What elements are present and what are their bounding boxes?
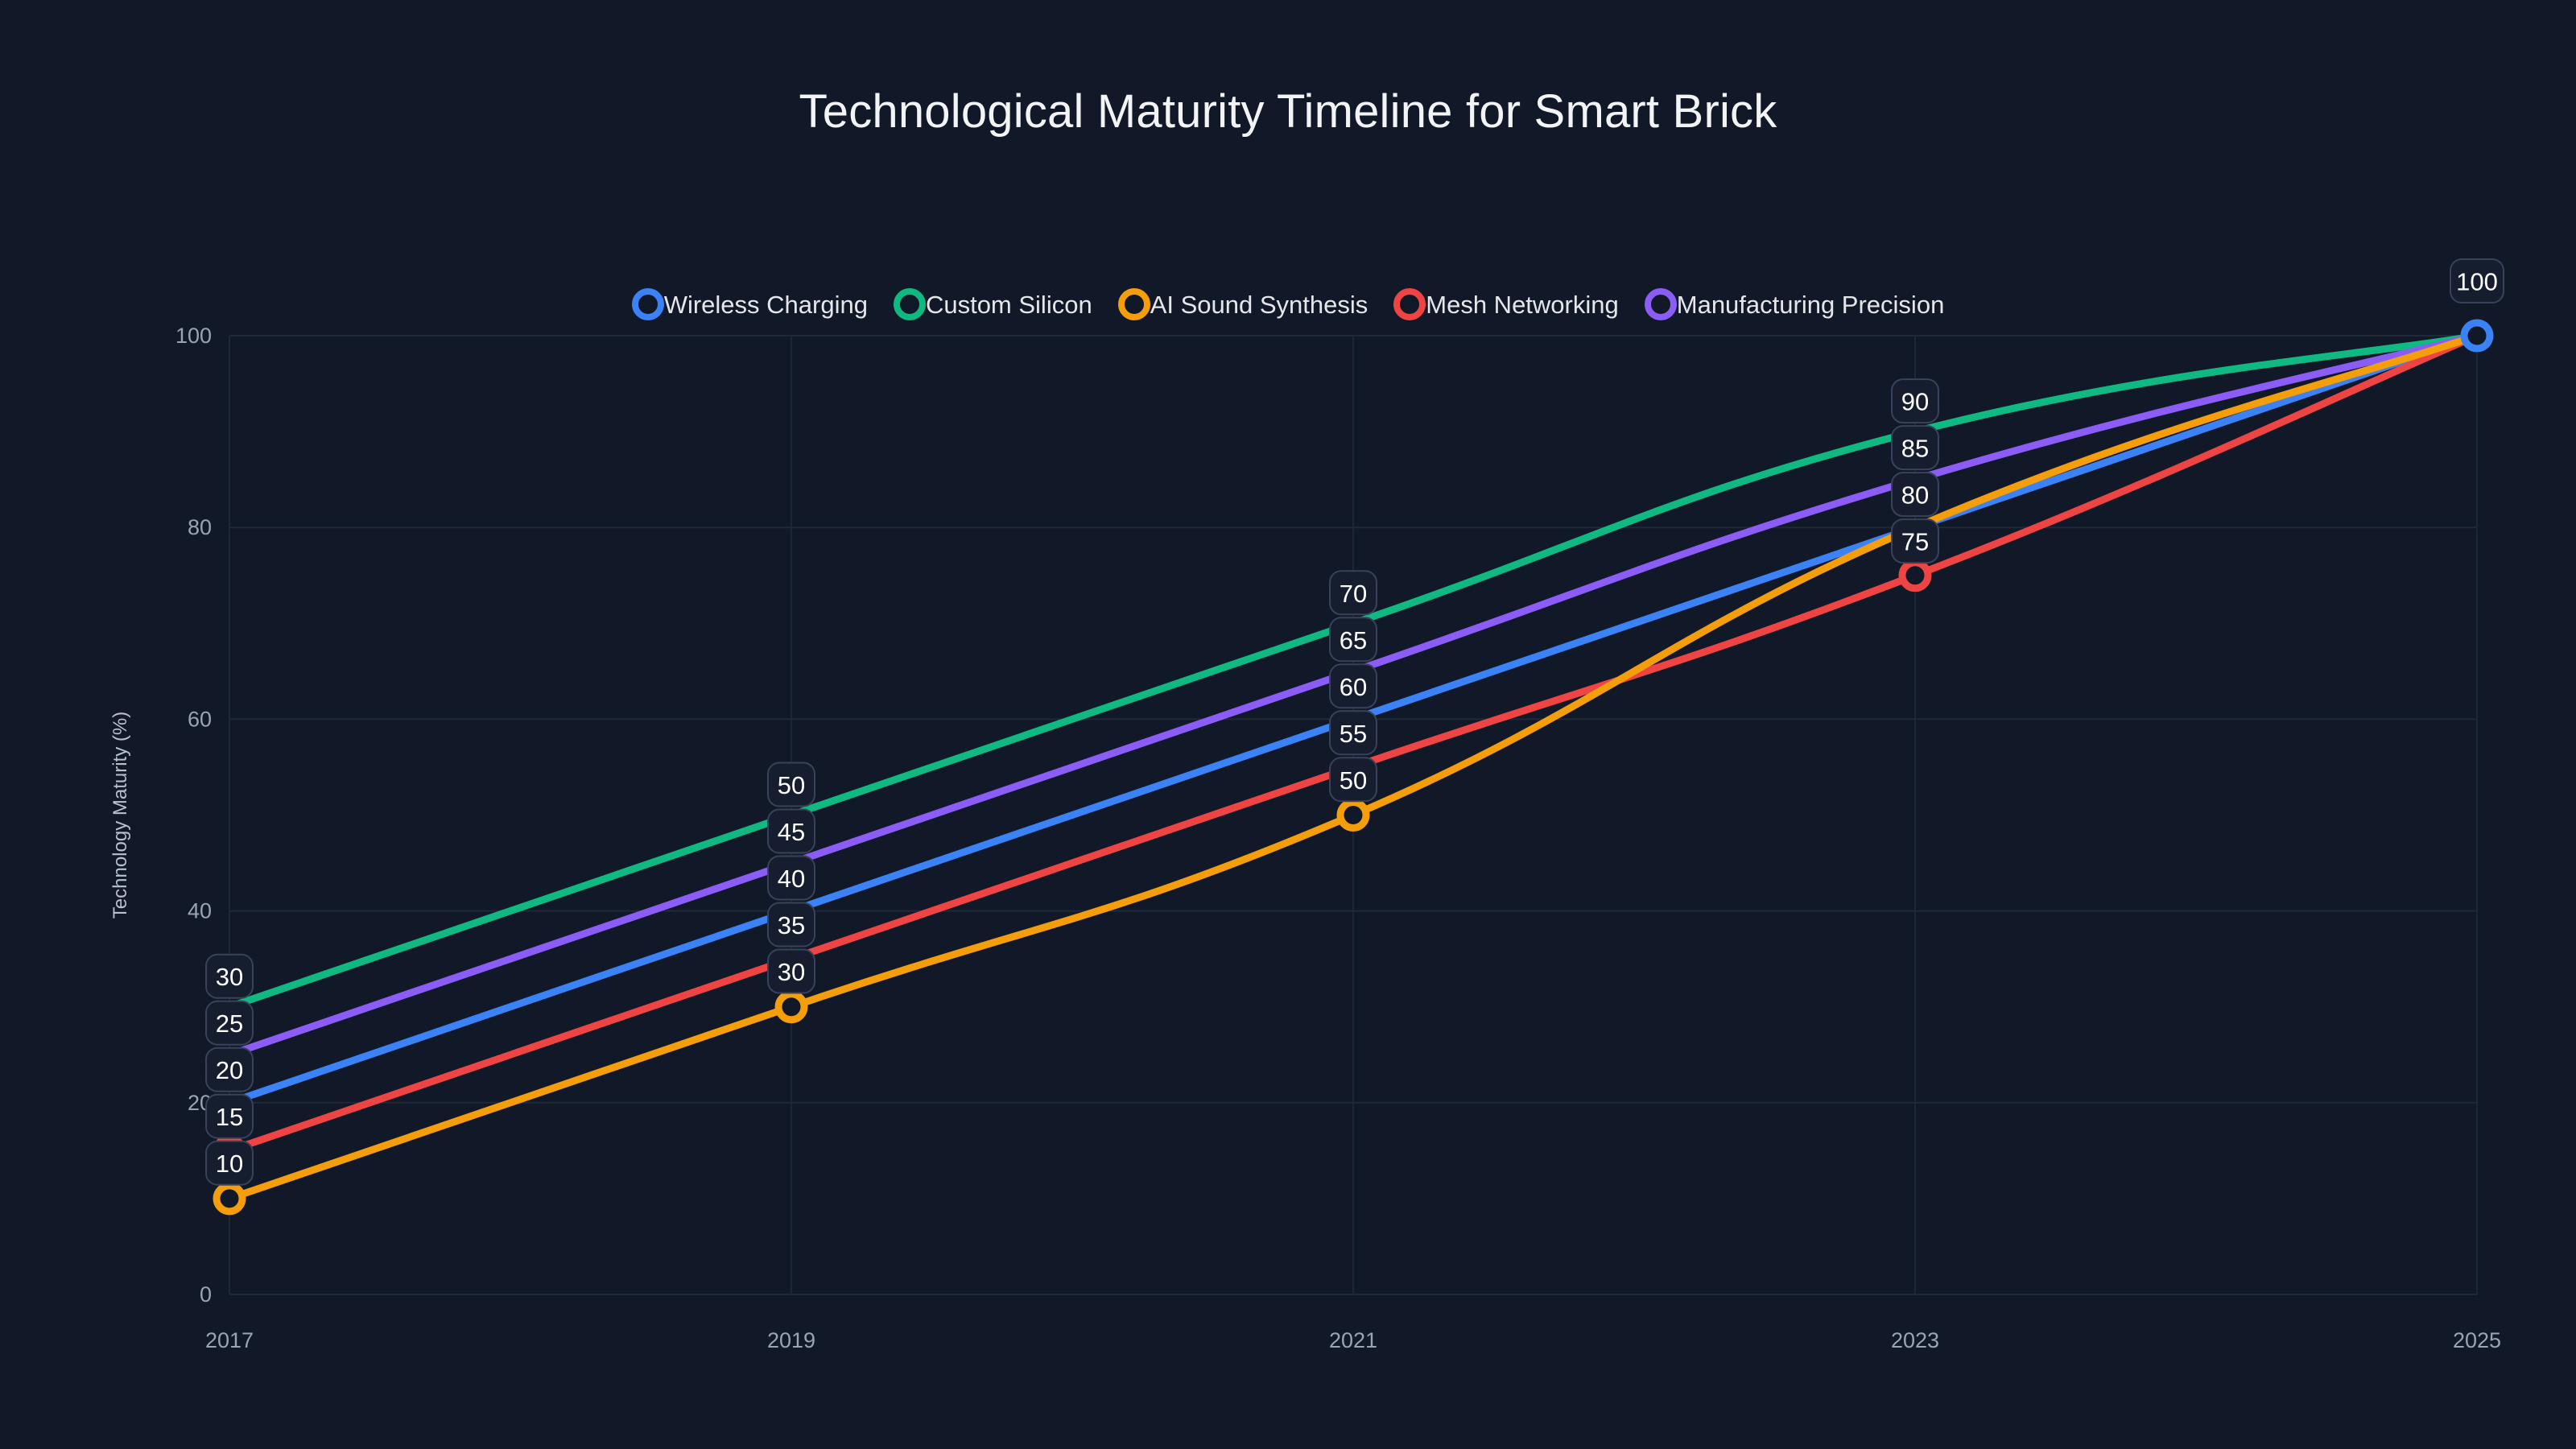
y-axis-tick-label: 60 (188, 707, 212, 731)
data-label-text: 35 (778, 911, 805, 939)
data-label: 90 (1891, 378, 1939, 424)
y-axis-tick-label: 40 (188, 899, 212, 923)
data-label: 35 (767, 902, 815, 947)
data-label-text: 50 (1340, 766, 1367, 795)
data-label: 75 (1891, 518, 1939, 564)
data-label-box (767, 948, 815, 994)
data-label-box (767, 855, 815, 901)
data-label: 40 (767, 855, 815, 901)
x-axis-tick-label: 2023 (1891, 1328, 1939, 1352)
data-label-text: 90 (1901, 388, 1929, 416)
data-label-box (1891, 425, 1939, 471)
data-label-text: 25 (216, 1009, 243, 1038)
data-label: 10 (205, 1140, 254, 1186)
data-label-box (1329, 663, 1377, 709)
data-label: 65 (1329, 617, 1377, 663)
data-label: 20 (205, 1046, 254, 1092)
data-label-box (205, 1093, 254, 1139)
page-title: Technological Maturity Timeline for Smar… (799, 85, 1777, 138)
data-label-text: 60 (1340, 673, 1367, 701)
data-label-box (1329, 617, 1377, 663)
data-label: 25 (205, 1000, 254, 1046)
data-label-text: 10 (216, 1150, 243, 1178)
data-label-text: 65 (1340, 626, 1367, 654)
y-axis-tick-label: 100 (175, 324, 212, 348)
series-marker (774, 990, 808, 1024)
data-label: 30 (767, 948, 815, 994)
data-label-text: 70 (1340, 580, 1367, 608)
data-label-box (1329, 710, 1377, 756)
data-label-text: 20 (216, 1056, 243, 1084)
data-label-box (1329, 570, 1377, 616)
data-label-text: 75 (1901, 528, 1929, 556)
data-label-text: 45 (778, 818, 805, 846)
data-label-box (205, 1000, 254, 1046)
x-axis-ticks: 2017 2019 2021 2023 2025 (205, 1328, 2501, 1352)
y-axis-title: Technology Maturity (%) (109, 712, 131, 919)
x-axis-tick-label: 2021 (1329, 1328, 1377, 1352)
data-label-box (2450, 258, 2504, 303)
data-label: 55 (1329, 710, 1377, 756)
data-label-box (767, 808, 815, 854)
data-label-text: 85 (1901, 435, 1929, 463)
data-label-text: 55 (1340, 720, 1367, 748)
data-label-box (767, 902, 815, 947)
data-label-box (767, 762, 815, 807)
data-label-box (205, 1046, 254, 1092)
data-label-text: 50 (778, 771, 805, 799)
y-axis-title-label: Technology Maturity (%) (109, 712, 131, 919)
x-axis-tick-label: 2019 (767, 1328, 815, 1352)
x-axis-tick-label: 2017 (205, 1328, 254, 1352)
data-label-box (1329, 757, 1377, 803)
data-label-text: 100 (2456, 268, 2498, 296)
data-label: 50 (1329, 757, 1377, 803)
series-marker (213, 1182, 246, 1216)
series-marker (1898, 559, 1932, 592)
y-axis-tick-label: 80 (188, 515, 212, 539)
data-label: 45 (767, 808, 815, 854)
data-label-box (1891, 518, 1939, 564)
data-label-text: 30 (778, 958, 805, 986)
data-label-text: 40 (778, 865, 805, 893)
grid-lines (229, 335, 2478, 1295)
data-label: 100 (2450, 258, 2504, 303)
series-marker (2460, 319, 2494, 353)
data-label-box (205, 953, 254, 999)
data-label: 85 (1891, 425, 1939, 471)
series-marker (1336, 799, 1370, 832)
data-label: 15 (205, 1093, 254, 1139)
x-axis-tick-label: 2025 (2453, 1328, 2501, 1352)
data-label: 70 (1329, 570, 1377, 616)
data-label: 30 (205, 953, 254, 999)
data-label-box (1891, 378, 1939, 424)
data-label-box (205, 1140, 254, 1186)
data-labels: 30 25 20 15 10 50 45 40 35 30 70 65 60 55 50 90 85 80 75 10… (205, 258, 2504, 1186)
data-label: 50 (767, 762, 815, 807)
data-label-box (1891, 472, 1939, 518)
data-label-text: 30 (216, 963, 243, 991)
y-axis-tick-label: 0 (200, 1282, 212, 1307)
data-label-text: 80 (1901, 481, 1929, 510)
data-label-text: 15 (216, 1103, 243, 1131)
data-label: 80 (1891, 472, 1939, 518)
data-label: 60 (1329, 663, 1377, 709)
